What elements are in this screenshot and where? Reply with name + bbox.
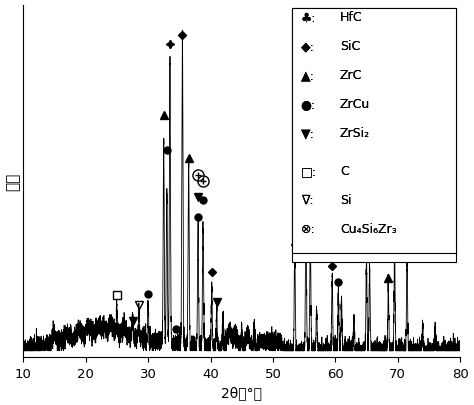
FancyBboxPatch shape [292,9,456,263]
Text: ◆:: ◆: [301,40,315,53]
Text: ▲:: ▲: [301,69,315,82]
Text: ♣:: ♣: [301,11,316,24]
Text: ⊗:: ⊗: [301,222,315,235]
Text: ∇:: ∇: [301,193,313,206]
Text: C: C [340,164,349,177]
Text: ⊗:: ⊗: [301,222,315,235]
Text: □:: □: [301,164,317,177]
Text: HfC: HfC [340,11,363,24]
Text: ●:: ●: [301,98,316,111]
Text: ZrC: ZrC [340,69,362,82]
Text: SiC: SiC [340,40,360,53]
Text: Si: Si [340,193,351,206]
Text: ZrC: ZrC [340,69,362,82]
Text: ♣:: ♣: [301,11,316,24]
Text: ▼:: ▼: [301,127,315,140]
Text: ∇:: ∇: [301,193,313,206]
Text: ZrCu: ZrCu [340,98,370,111]
Text: ●:: ●: [301,98,316,111]
Text: Cu₄Si₆Zr₃: Cu₄Si₆Zr₃ [340,222,397,235]
Text: ▲:: ▲: [301,69,315,82]
Text: ▼:: ▼: [301,127,315,140]
Text: Cu₄Si₆Zr₃: Cu₄Si₆Zr₃ [340,222,397,235]
Y-axis label: 强度: 强度 [6,172,20,190]
Text: Si: Si [340,193,351,206]
Text: □:: □: [301,164,317,177]
Text: HfC: HfC [340,11,363,24]
Text: ZrCu: ZrCu [340,98,370,111]
Text: SiC: SiC [340,40,360,53]
Text: C: C [340,164,349,177]
X-axis label: 2θ（°）: 2θ（°） [221,386,262,399]
Text: ZrSi₂: ZrSi₂ [340,127,370,140]
Text: ◆:: ◆: [301,40,315,53]
Text: ZrSi₂: ZrSi₂ [340,127,370,140]
FancyBboxPatch shape [292,9,456,254]
